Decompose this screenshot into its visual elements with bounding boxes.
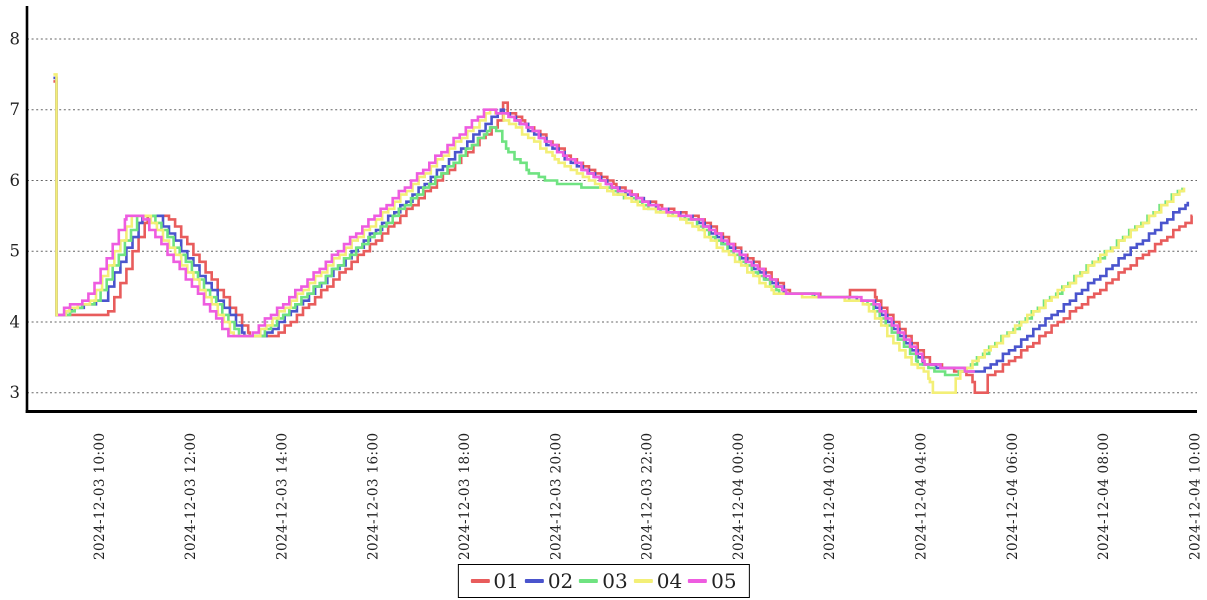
legend-label-02: 02 xyxy=(547,569,574,593)
x-tick-label: 2024-12-04 08:00 xyxy=(1096,433,1112,560)
y-tick-label: 7 xyxy=(10,100,21,119)
legend-swatch-02 xyxy=(524,579,544,583)
series-line-03 xyxy=(64,126,1184,377)
x-tick-label: 2024-12-03 20:00 xyxy=(548,433,564,560)
x-tick: 2024-12-04 10:00 xyxy=(1187,433,1203,560)
x-tick: 2024-12-03 12:00 xyxy=(183,433,199,560)
x-tick-label: 2024-12-03 14:00 xyxy=(274,433,290,560)
legend-swatch-04 xyxy=(633,579,653,583)
y-tick-label: 3 xyxy=(10,383,21,402)
x-tick: 2024-12-04 02:00 xyxy=(822,433,838,560)
x-tick: 2024-12-03 10:00 xyxy=(92,433,108,560)
x-tick-label: 2024-12-03 22:00 xyxy=(640,433,656,560)
x-tick-label: 2024-12-04 02:00 xyxy=(822,433,838,560)
x-tick: 2024-12-03 18:00 xyxy=(457,433,473,560)
legend-swatch-05 xyxy=(688,579,708,583)
legend-label-01: 01 xyxy=(493,569,519,593)
y-tick-label: 8 xyxy=(10,30,21,49)
x-tick: 2024-12-03 22:00 xyxy=(640,433,656,560)
x-tick-label: 2024-12-04 06:00 xyxy=(1005,433,1021,560)
x-tick: 2024-12-03 16:00 xyxy=(366,433,382,560)
x-tick-label: 2024-12-03 18:00 xyxy=(457,433,473,560)
x-tick: 2024-12-03 20:00 xyxy=(548,433,564,560)
y-tick-label: 4 xyxy=(10,313,21,332)
y-tick-label: 5 xyxy=(10,242,21,261)
x-tick: 2024-12-04 04:00 xyxy=(914,433,930,560)
legend-item-03: 03 xyxy=(579,569,628,593)
legend-label-04: 04 xyxy=(656,569,683,593)
legend-item-02: 02 xyxy=(524,569,574,593)
x-tick-label: 2024-12-03 16:00 xyxy=(366,433,382,560)
legend-item-04: 04 xyxy=(633,569,683,593)
y-tick-label: 6 xyxy=(10,171,21,190)
x-tick-label: 2024-12-04 04:00 xyxy=(914,433,930,560)
legend-label-03: 03 xyxy=(602,569,628,593)
x-tick-label: 2024-12-03 12:00 xyxy=(183,433,199,560)
x-tick-label: 2024-12-03 10:00 xyxy=(92,433,108,560)
x-tick-label: 2024-12-04 10:00 xyxy=(1187,433,1203,560)
legend-item-05: 05 xyxy=(688,569,737,593)
series-line-04 xyxy=(53,73,1186,394)
x-tick: 2024-12-03 14:00 xyxy=(274,433,290,560)
legend-swatch-03 xyxy=(579,579,599,583)
x-tick-label: 2024-12-04 00:00 xyxy=(731,433,747,560)
chart-legend: 01 02 03 04 05 xyxy=(457,564,750,598)
series-line-02 xyxy=(53,76,1190,373)
legend-item-01: 01 xyxy=(470,569,519,593)
x-tick: 2024-12-04 00:00 xyxy=(731,433,747,560)
series-line-05 xyxy=(58,108,975,373)
x-tick: 2024-12-04 08:00 xyxy=(1096,433,1112,560)
legend-label-05: 05 xyxy=(711,569,737,593)
legend-swatch-01 xyxy=(470,579,490,583)
x-tick: 2024-12-04 06:00 xyxy=(1005,433,1021,560)
